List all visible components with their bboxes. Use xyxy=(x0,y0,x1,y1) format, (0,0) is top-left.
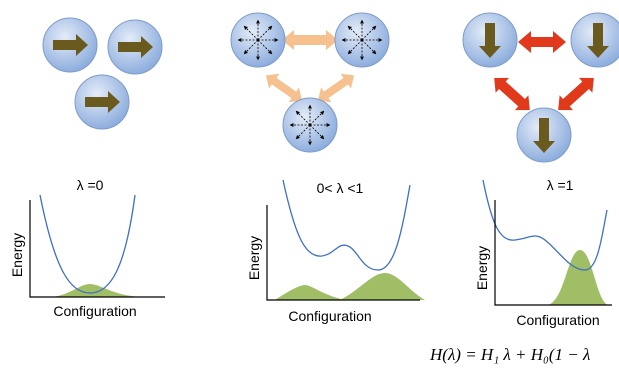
shape xyxy=(40,195,135,293)
x-axis-label: Configuration xyxy=(53,303,136,319)
shape xyxy=(483,180,607,270)
y-axis-label: Energy xyxy=(246,236,262,280)
lambda-label: λ =1 xyxy=(547,177,574,193)
lambda-label: λ =0 xyxy=(77,177,104,193)
equation: H(λ) = H₁ λ + H₀(1 − λ xyxy=(429,345,590,364)
shape xyxy=(30,200,165,297)
y-axis-label: Energy xyxy=(474,246,490,290)
energy-plot: λ =1 Energy Configuration xyxy=(474,177,612,328)
shape xyxy=(282,30,338,50)
lambda-label: 0< λ <1 xyxy=(317,180,364,196)
x-axis-label: Configuration xyxy=(516,312,599,328)
icon xyxy=(283,98,337,152)
energy-plot: 0< λ <1 Energy Configuration xyxy=(246,180,425,324)
shape xyxy=(340,273,425,300)
shape xyxy=(275,285,345,300)
energy-plot: λ =0 Energy Configuration xyxy=(9,177,165,319)
spheres-aligned xyxy=(43,18,162,129)
shape xyxy=(52,284,140,297)
icon xyxy=(231,13,285,67)
shape xyxy=(518,31,566,53)
shape xyxy=(548,250,608,305)
diagram: λ =0 Energy Configuration 0< λ <1 Energy… xyxy=(0,0,619,368)
spheres-coupled xyxy=(463,13,619,162)
y-axis-label: Energy xyxy=(9,233,25,277)
shape xyxy=(551,71,600,118)
icon xyxy=(335,13,389,67)
spheres-radial xyxy=(231,13,389,152)
x-axis-label: Configuration xyxy=(288,308,371,324)
shape xyxy=(487,71,536,118)
